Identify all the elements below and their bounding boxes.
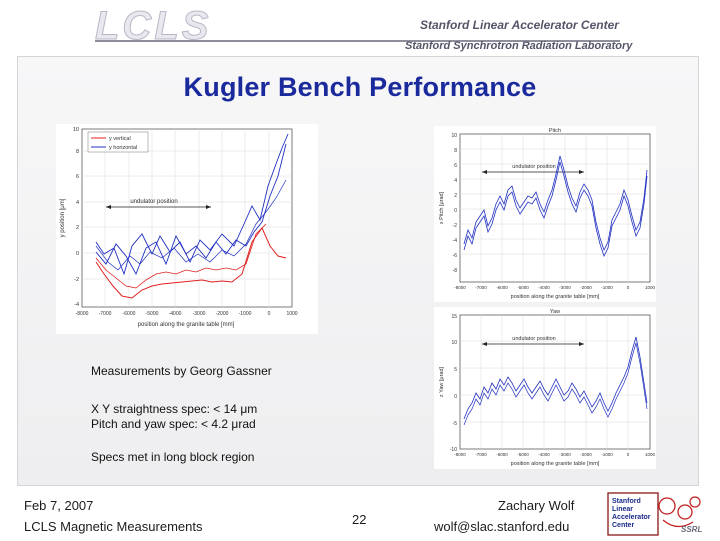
tick: -2000 [580,285,592,290]
tick: 1000 [286,311,297,317]
tick: -4 [453,238,458,244]
footer-subtitle: LCLS Magnetic Measurements [24,519,203,534]
tick: -6000 [496,452,508,457]
tick: 8 [76,149,79,155]
tick: -3000 [559,285,571,290]
pitch-plot: Pitch 10 8 6 4 2 0 -2 -4 -6 -8 -8000 -70… [434,126,656,302]
tick: -2000 [580,452,592,457]
tick: 6 [454,163,457,169]
tick: -6000 [496,285,508,290]
tick: -2000 [216,311,229,317]
tick: -2 [453,223,458,229]
tick: 1000 [645,452,656,457]
tick: 0 [627,285,630,290]
lcls-logo: LCLS [94,4,212,49]
tick: -7000 [475,452,487,457]
undulator-annotation: undulator position [130,199,177,205]
tick: -2 [74,277,79,283]
slac-label: Stanford Linear Accelerator Center [420,18,619,32]
yaw-plot: Yaw 15 10 5 0 -5 -10 -8000 -7000 -6000 -… [434,307,656,469]
tick: -3000 [193,311,206,317]
note-measurements: Measurements by Georg Gassner [91,364,272,378]
stanford-ssrl-logo: Stanford Linear Accelerator Center SSRL [607,492,710,536]
tick: 8 [454,148,457,154]
x-axis-label: position along the granite table [mm] [138,322,235,328]
ssrl-label: Stanford Synchrotron Radiation Laborator… [405,40,633,52]
note-pitch-yaw-spec: Pitch and yaw spec: < 4.2 μrad [91,417,256,431]
tick: -10 [450,447,457,453]
x-axis-label: position along the granite table [mm] [511,294,600,300]
tick: 0 [268,311,271,317]
tick: 5 [454,367,457,373]
tick: 0 [454,394,457,400]
pitch-title: Pitch [549,128,561,134]
tick: -8000 [454,452,466,457]
y-axis-label: x Pitch [μrad] [439,191,445,224]
tick: -3000 [559,452,571,457]
note-specs-met: Specs met in long block region [91,450,255,464]
tick: 0 [627,452,630,457]
svg-text:Accelerator: Accelerator [612,514,651,521]
legend-horizontal: y horizontal [109,145,137,151]
tick: 2 [454,193,457,199]
undulator-annotation: undulator position [512,164,555,170]
undulator-annotation: undulator position [512,336,555,342]
tick: 2 [76,225,79,231]
tick: -7000 [99,311,112,317]
tick: -8000 [454,285,466,290]
tick: 10 [451,133,457,139]
tick: -8000 [76,311,89,317]
tick: 10 [73,127,79,133]
tick: -4 [74,302,79,308]
note-straightness-spec: X Y straightness spec: < 14 μm [91,402,258,416]
tick: 0 [454,208,457,214]
tick: -4000 [538,452,550,457]
tick: 4 [76,200,79,206]
header-divider [95,40,620,42]
yaw-title: Yaw [550,309,560,315]
y-axis-label: z Yaw [μrad] [439,366,445,397]
footer-email: wolf@slac.stanford.edu [434,519,570,534]
tick: -1000 [601,285,613,290]
tick: -4000 [169,311,182,317]
legend-vertical: y vertical [109,136,131,142]
slide-title: Kugler Bench Performance [183,72,537,102]
tick: -5000 [517,452,529,457]
tick: -5000 [146,311,159,317]
tick: 1000 [645,285,656,290]
svg-text:SSRL: SSRL [681,525,702,534]
svg-text:Center: Center [612,522,634,529]
tick: 15 [451,314,457,320]
tick: -6 [453,253,458,259]
tick: -5000 [517,285,529,290]
page-number: 22 [352,512,367,527]
svg-text:Linear: Linear [612,506,633,513]
tick: -4000 [538,285,550,290]
y-axis-label: y position [μm] [60,198,66,237]
tick: 0 [76,251,79,257]
header: LCLS Stanford Linear Accelerator Center … [0,0,720,62]
tick: -5 [453,421,458,427]
x-axis-label: position along the granite table [mm] [511,461,600,467]
svg-text:Stanford: Stanford [612,498,641,505]
tick: -7000 [475,285,487,290]
tick: 6 [76,174,79,180]
footer-author: Zachary Wolf [498,498,575,513]
tick: -8 [453,268,458,274]
footer [0,486,720,540]
footer-date: Feb 7, 2007 [24,498,94,513]
tick: 10 [451,340,457,346]
tick: 4 [454,178,457,184]
tick: -1000 [601,452,613,457]
straightness-plot: 10 8 6 4 2 0 -2 -4 -8000 -7000 -6000 -50… [56,124,318,334]
tick: -1000 [239,311,252,317]
tick: -6000 [123,311,136,317]
